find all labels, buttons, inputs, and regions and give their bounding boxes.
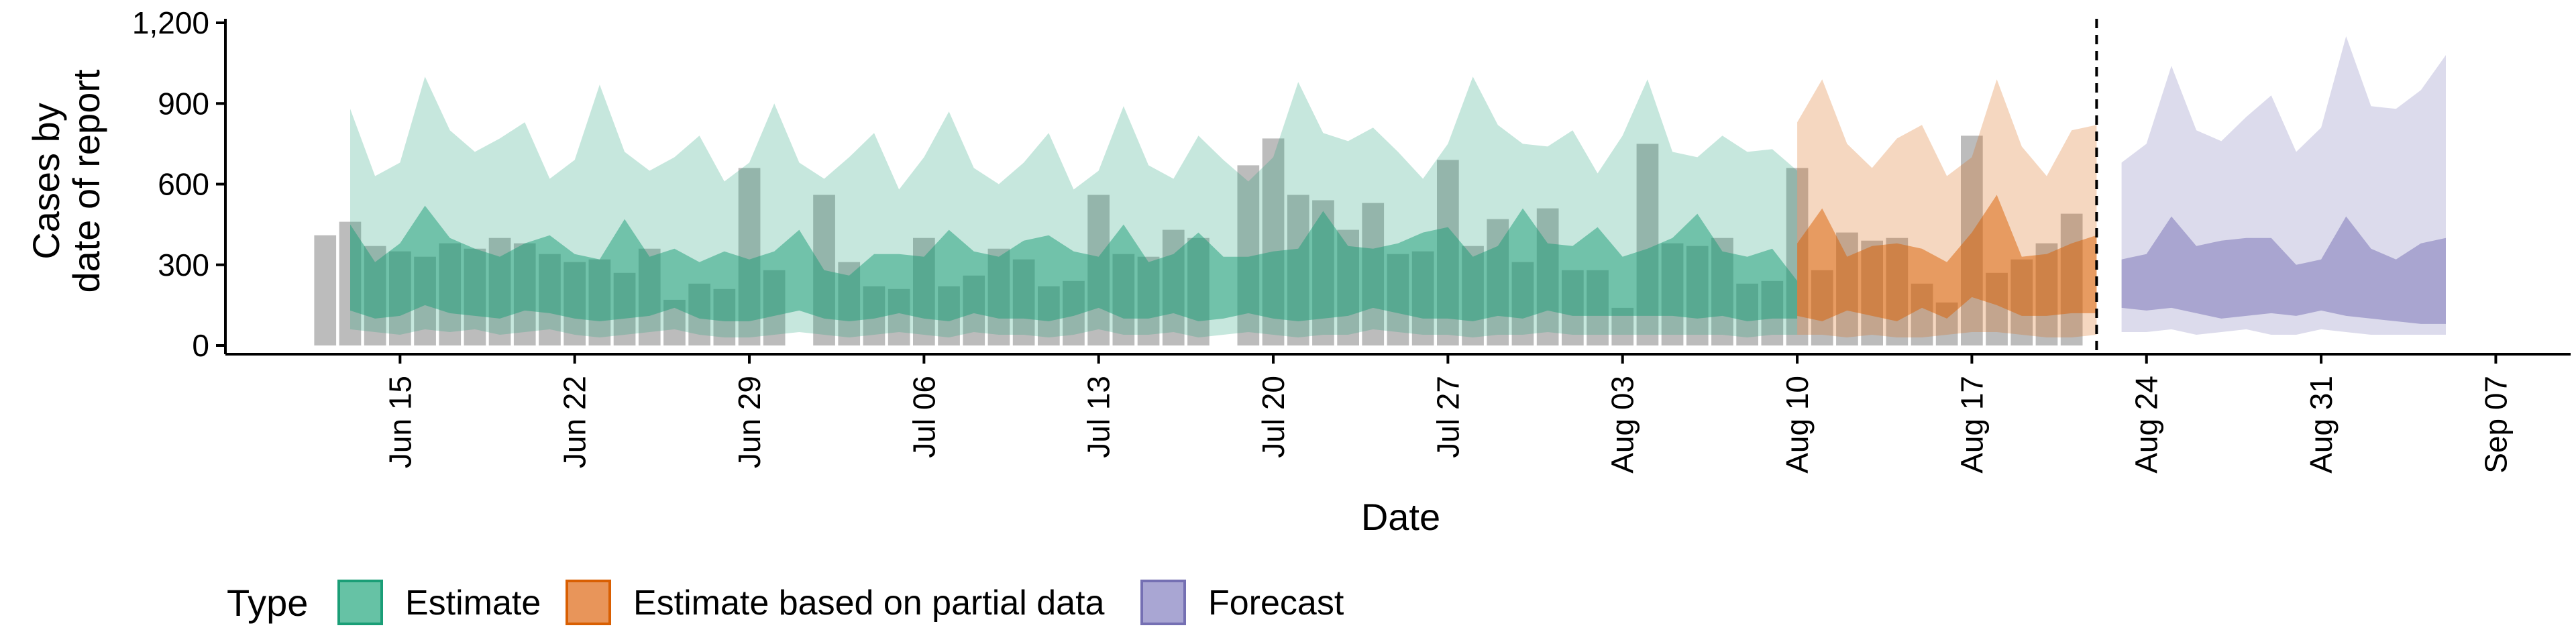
y-tick-label: 0 [192, 328, 209, 363]
estimate-inner-band [350, 205, 1798, 321]
legend-label-estimate: Estimate [405, 584, 541, 623]
forecast-inner-band [2121, 216, 2446, 324]
legend-key-estimate [337, 580, 383, 625]
axes: 0 300 600 900 1,200 Jun 15 Jun 22 Jun 29 Jul 06 J… [132, 5, 2571, 474]
legend: Type Estimate Estimate based on partial … [227, 580, 1344, 625]
y-axis-title-line-1: Cases by [25, 103, 67, 259]
partial-inner-band [1797, 195, 2097, 321]
x-tick-label: Jun 22 [557, 376, 592, 468]
x-tick-label: Aug 17 [1954, 376, 1989, 474]
estimate-bands [350, 36, 2446, 337]
x-tick-label: Jul 27 [1430, 376, 1465, 458]
x-axis-title: Date [1361, 496, 1440, 538]
y-tick-label: 1,200 [132, 5, 209, 40]
legend-key-forecast [1140, 580, 1186, 625]
x-tick-label: Jul 20 [1256, 376, 1291, 458]
legend-label-forecast: Forecast [1208, 584, 1344, 623]
x-tick-label: Sep 07 [2478, 376, 2513, 474]
x-tick-label: Aug 24 [2129, 376, 2164, 474]
y-tick-label: 600 [158, 167, 209, 202]
x-tick-label: Aug 10 [1780, 376, 1815, 474]
x-tick-label: Aug 31 [2304, 376, 2339, 474]
legend-title: Type [227, 582, 308, 624]
y-tick-label: 300 [158, 248, 209, 282]
x-tick-label: Jun 29 [732, 376, 767, 468]
x-tick-label: Aug 03 [1605, 376, 1640, 474]
legend-label-partial: Estimate based on partial data [633, 584, 1105, 623]
reported-cases-bar [314, 235, 337, 345]
y-axis-title-line-2: date of report [65, 69, 107, 293]
y-tick-label: 900 [158, 86, 209, 121]
x-tick-label: Jul 06 [906, 376, 941, 458]
x-tick-label: Jun 15 [382, 376, 417, 468]
x-tick-label: Jul 13 [1081, 376, 1116, 458]
legend-key-partial [566, 580, 611, 625]
